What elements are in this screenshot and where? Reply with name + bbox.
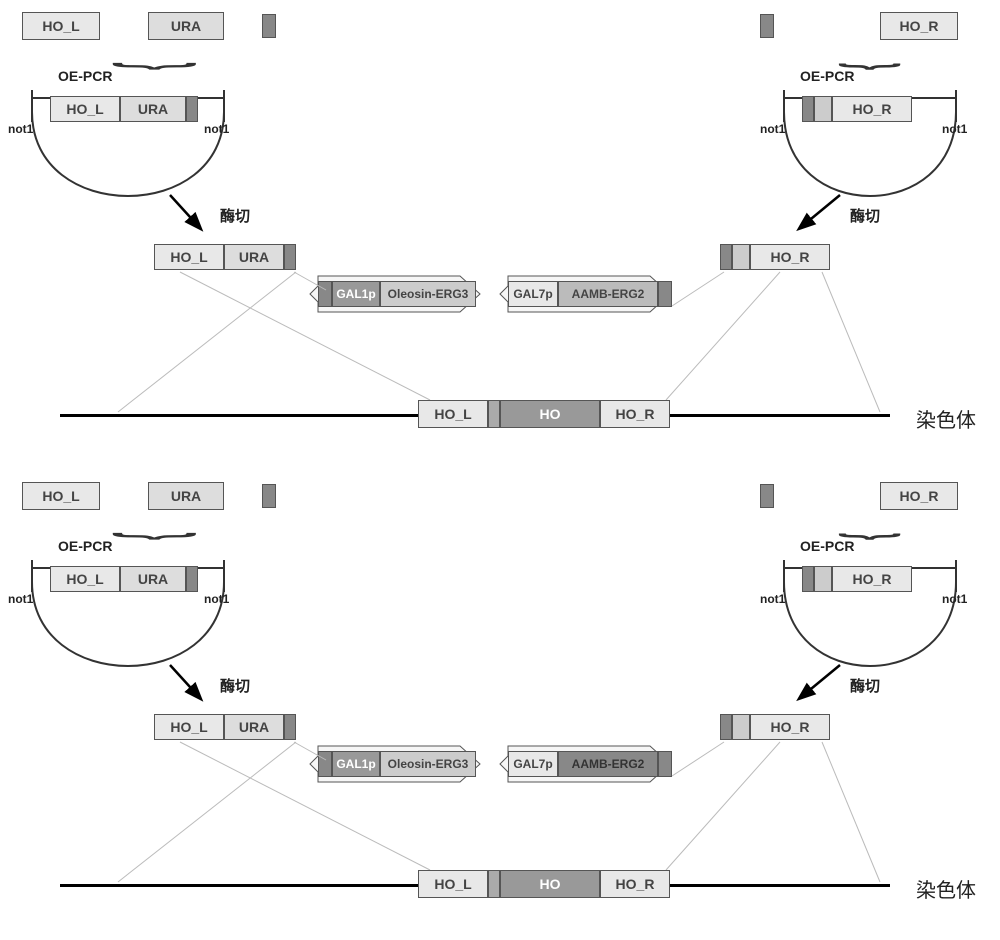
panel-top: HO_L URA ⏟ OE-PCR HO_R ⏟ OE-PCR HO_L URA…	[0, 0, 1000, 470]
chr-label: 染色体	[916, 404, 976, 433]
chr-hol: HO_L	[418, 400, 488, 428]
chr-j1b	[488, 870, 500, 898]
chr-hor2: HO_R	[600, 870, 670, 898]
chr-j1	[488, 400, 500, 428]
chr-right-line	[670, 414, 890, 417]
chr-label2: 染色体	[916, 874, 976, 903]
chr-hor: HO_R	[600, 400, 670, 428]
chr-left-line	[60, 414, 420, 417]
chr-right-line2	[670, 884, 890, 887]
chr-hol2: HO_L	[418, 870, 488, 898]
chr-left-line2	[60, 884, 420, 887]
chr-ho2: HO	[500, 870, 600, 898]
panel-bottom: HO_L URA ⏟ OE-PCR HO_R ⏟ OE-PCR HO_L URA…	[0, 470, 1000, 940]
chr-ho: HO	[500, 400, 600, 428]
